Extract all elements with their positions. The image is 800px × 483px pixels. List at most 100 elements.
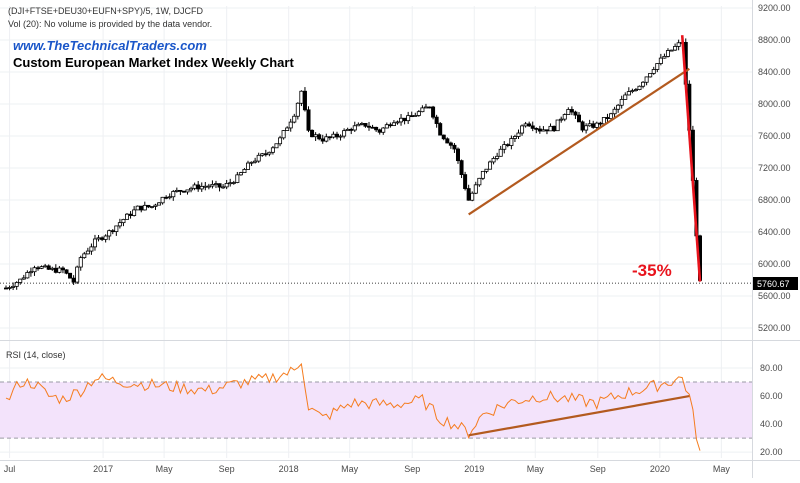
candle-up <box>609 113 614 120</box>
candle-down <box>139 205 144 211</box>
candle-down <box>64 269 69 274</box>
candle-up <box>43 265 48 268</box>
candle-down <box>377 129 382 133</box>
candle-up <box>246 162 251 170</box>
candle-up <box>473 184 478 194</box>
candle-down <box>367 125 372 128</box>
candle-up <box>132 209 137 216</box>
x-tick-label: May <box>527 464 545 474</box>
candle-down <box>466 188 471 201</box>
candle-up <box>107 230 112 237</box>
x-tick-label: 2018 <box>279 464 299 474</box>
candle-up <box>356 123 361 127</box>
candle-up <box>477 177 482 186</box>
candle-up <box>185 189 190 193</box>
x-tick-label: Sep <box>590 464 606 474</box>
candle-down <box>110 230 115 233</box>
price-y-tick-label: 5200.00 <box>758 323 791 333</box>
crash-line <box>680 35 702 282</box>
candle-up <box>676 42 681 47</box>
candle-up <box>295 102 300 117</box>
candle-down <box>263 153 268 156</box>
candle-up <box>210 183 215 187</box>
candle-up <box>345 128 350 132</box>
candle-up <box>299 90 304 104</box>
candle-up <box>32 267 37 273</box>
candle-down <box>452 144 457 150</box>
candle-up <box>285 127 290 131</box>
candle-down <box>196 184 201 190</box>
candle-up <box>121 218 126 224</box>
rsi-band <box>0 382 752 439</box>
rsi-trendline <box>468 395 690 437</box>
candle-up <box>85 250 90 255</box>
x-tick-label: 2019 <box>464 464 484 474</box>
price-y-tick-label: 7200.00 <box>758 163 791 173</box>
candle-down <box>388 124 393 127</box>
x-tick-label: May <box>156 464 174 474</box>
candle-up <box>253 160 258 163</box>
candle-up <box>50 267 55 270</box>
candle-up <box>523 123 528 127</box>
candle-down <box>302 90 307 111</box>
website-label[interactable]: www.TheTechnicalTraders.com <box>13 38 207 53</box>
candle-down <box>334 133 339 138</box>
candle-up <box>391 122 396 126</box>
candle-up <box>587 123 592 127</box>
candle-down <box>576 114 581 123</box>
candle-up <box>18 278 23 283</box>
candle-down <box>552 125 557 132</box>
price-y-tick-label: 7600.00 <box>758 131 791 141</box>
candle-up <box>221 186 226 189</box>
candle-down <box>349 128 354 131</box>
candle-down <box>217 183 222 188</box>
candle-up <box>665 50 670 57</box>
price-trendline <box>468 67 690 216</box>
candle-up <box>96 237 101 240</box>
candle-up <box>171 191 176 198</box>
candle-up <box>637 85 642 90</box>
candle-up <box>125 213 130 220</box>
overlay-layer <box>0 35 752 437</box>
candle-up <box>520 125 525 134</box>
candle-down <box>320 138 325 142</box>
candle-up <box>324 136 329 142</box>
candle-up <box>28 271 33 274</box>
candle-down <box>374 126 379 131</box>
x-tick-label: Sep <box>404 464 420 474</box>
candle-up <box>384 124 389 129</box>
candle-down <box>53 267 58 273</box>
x-tick-label: Sep <box>219 464 235 474</box>
candle-up <box>174 189 179 192</box>
candle-up <box>630 90 635 92</box>
rsi-line-layer <box>5 362 701 451</box>
symbol-line: (DJI+FTSE+DEU30+EUFN+SPY)/5, 1W, DJCFD <box>8 6 204 16</box>
candle-down <box>4 287 9 290</box>
candle-up <box>14 282 19 287</box>
candle-up <box>135 205 140 211</box>
candle-up <box>78 257 83 268</box>
candle-down <box>310 129 315 138</box>
candle-up <box>338 135 343 138</box>
candle-up <box>89 246 94 252</box>
candle-up <box>662 55 667 59</box>
candle-down <box>431 106 436 118</box>
candle-down <box>505 144 510 146</box>
price-y-tick-label: 8800.00 <box>758 35 791 45</box>
candle-down <box>534 127 539 130</box>
candle-up <box>406 115 411 122</box>
candle-up <box>658 57 663 64</box>
candle-down <box>46 265 51 270</box>
candle-down <box>100 237 105 240</box>
drop-percent-label: -35% <box>632 261 672 280</box>
rsi-line <box>5 362 701 451</box>
candle-down <box>370 126 375 129</box>
candle-down <box>527 123 532 127</box>
candle-down <box>544 129 549 132</box>
price-y-tick-label: 8000.00 <box>758 99 791 109</box>
last-price-box <box>753 277 798 290</box>
candle-up <box>199 186 204 190</box>
price-y-tick-label: 6000.00 <box>758 259 791 269</box>
candle-up <box>242 169 247 174</box>
candle-down <box>181 190 186 193</box>
